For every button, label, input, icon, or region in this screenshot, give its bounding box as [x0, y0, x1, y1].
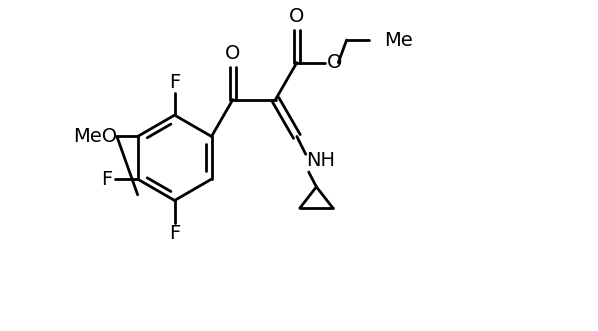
Text: O: O: [225, 44, 240, 64]
Text: MeO: MeO: [73, 127, 117, 146]
Text: F: F: [102, 169, 113, 189]
Text: F: F: [169, 73, 180, 92]
Text: NH: NH: [306, 151, 335, 170]
Text: O: O: [289, 8, 304, 26]
Text: O: O: [327, 53, 342, 72]
Text: F: F: [169, 223, 180, 243]
Text: Me: Me: [384, 30, 413, 50]
